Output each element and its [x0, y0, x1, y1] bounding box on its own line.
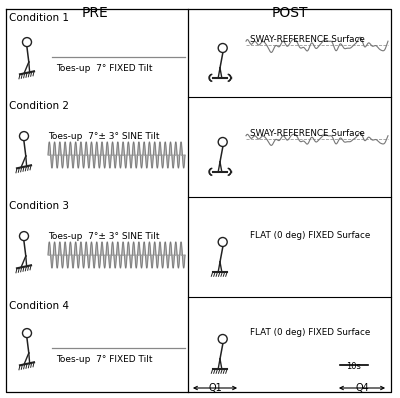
Text: Toes-up  7° FIXED Tilt: Toes-up 7° FIXED Tilt: [56, 64, 152, 73]
Text: FLAT (0 deg) FIXED Surface: FLAT (0 deg) FIXED Surface: [250, 231, 370, 240]
Text: SWAY-REFERENCE Surface: SWAY-REFERENCE Surface: [250, 129, 365, 138]
Text: POST: POST: [272, 6, 308, 20]
Text: Condition 2: Condition 2: [9, 101, 69, 111]
Text: Toes-up  7°± 3° SINE Tilt: Toes-up 7°± 3° SINE Tilt: [48, 232, 160, 241]
Text: FLAT (0 deg) FIXED Surface: FLAT (0 deg) FIXED Surface: [250, 328, 370, 337]
Text: Toes-up  7°± 3° SINE Tilt: Toes-up 7°± 3° SINE Tilt: [48, 132, 160, 141]
Text: SWAY-REFERENCE Surface: SWAY-REFERENCE Surface: [250, 35, 365, 44]
Text: Q4: Q4: [355, 383, 369, 393]
Text: 10s: 10s: [346, 362, 362, 371]
Text: Toes-up  7° FIXED Tilt: Toes-up 7° FIXED Tilt: [56, 355, 152, 364]
Text: Condition 3: Condition 3: [9, 201, 69, 211]
Text: Q1: Q1: [208, 383, 222, 393]
Text: PRE: PRE: [82, 6, 108, 20]
Text: Condition 4: Condition 4: [9, 301, 69, 311]
Text: Condition 1: Condition 1: [9, 13, 69, 23]
